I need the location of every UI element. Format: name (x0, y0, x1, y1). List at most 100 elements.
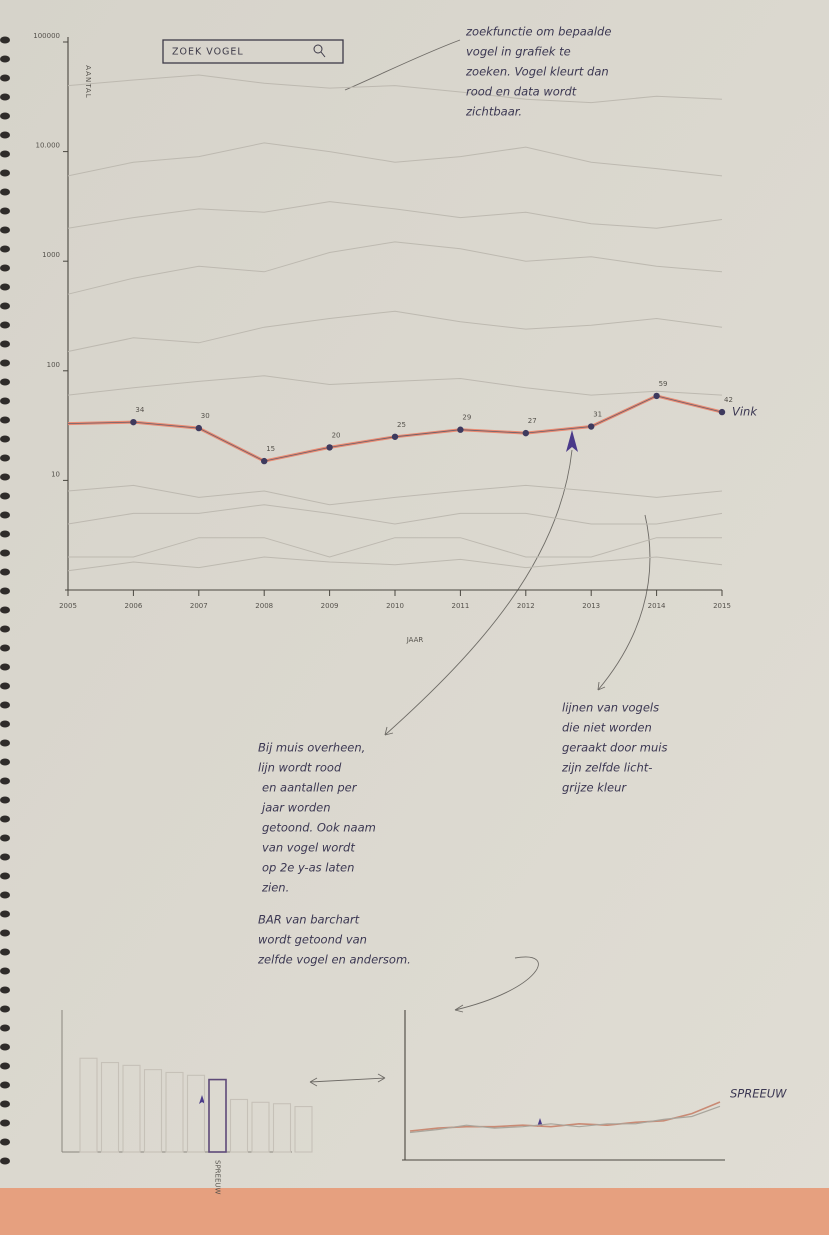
background-line (67, 74, 723, 104)
binding-hole (0, 891, 10, 899)
search-field[interactable] (162, 39, 344, 64)
x-tick-label: 2010 (386, 602, 404, 610)
x-tick-label: 2005 (59, 602, 77, 610)
binding-hole (0, 796, 10, 804)
bar (143, 1069, 163, 1153)
annotation-line: lijnen van vogels (562, 701, 659, 715)
x-axis-label: JAAR (406, 636, 424, 644)
binding-hole (0, 397, 10, 405)
binding-hole (0, 473, 10, 481)
y-tick-label: 10 (51, 470, 60, 478)
x-tick-label: 2008 (255, 602, 273, 610)
annotation-line: vogel in grafiek te (466, 45, 571, 59)
annotation-line: jaar worden (260, 801, 331, 815)
annotations: zoekfunctie om bepaalde vogel in grafiek … (257, 25, 667, 967)
annotation-line: zoeken. Vogel kleurt dan (465, 65, 609, 79)
binding-hole (0, 625, 10, 633)
binding-hole (0, 302, 10, 310)
bar (122, 1064, 141, 1153)
data-label: 25 (397, 421, 406, 429)
annotation-line: zijn zelfde licht- (561, 761, 652, 775)
annotation-line: getoond. Ook naam (262, 821, 376, 835)
search-icon[interactable] (313, 44, 323, 54)
arrow-head (597, 681, 606, 691)
data-point (522, 429, 529, 437)
data-label: 42 (724, 396, 733, 404)
bar (165, 1071, 184, 1153)
binding-hole (0, 1062, 10, 1070)
data-point (457, 426, 464, 433)
background-line (67, 142, 723, 177)
binding-hole (0, 986, 10, 994)
pointer-line (454, 956, 539, 1011)
data-point (195, 424, 202, 432)
main-chart: 10 100 1000 10.000 100000 2005 2006 2007 2008 200… (33, 32, 758, 644)
binding-hole (0, 245, 10, 253)
data-label: 27 (528, 417, 537, 425)
y-tick-label: 100000 (33, 32, 60, 40)
binding-hole (0, 188, 10, 196)
series-name: SPREEUW (730, 1087, 787, 1101)
search-box[interactable]: ZOEK VOGEL (162, 39, 344, 64)
data-point (130, 418, 137, 426)
binding-hole (0, 929, 10, 937)
binding-hole (0, 1119, 10, 1127)
search-placeholder: ZOEK VOGEL (172, 47, 244, 58)
background-line (67, 556, 723, 572)
paper-edge (0, 1188, 829, 1235)
annotation-line: grijze kleur (562, 781, 627, 795)
x-tick-label: 2012 (517, 602, 535, 610)
data-label: 34 (135, 406, 144, 414)
annotation-line: zoekfunctie om bepaalde (465, 25, 611, 39)
search-icon (320, 51, 326, 58)
annotation-line: en aantallen per (262, 781, 358, 795)
y-axis-label: AANTAL (84, 65, 92, 98)
binding-hole (0, 93, 10, 101)
binding-hole (0, 644, 10, 652)
bar (186, 1074, 206, 1153)
pointer-line (597, 514, 651, 691)
arrow-head (384, 726, 394, 736)
bar (208, 1078, 227, 1153)
data-label: 30 (201, 412, 210, 420)
binding-hole (0, 55, 10, 63)
spiral-binding (0, 36, 10, 1165)
data-point (261, 457, 268, 465)
binding-hole (0, 701, 10, 709)
data-label: 31 (593, 411, 602, 419)
binding-hole (0, 416, 10, 424)
binding-hole (0, 511, 10, 519)
series-line (409, 1105, 721, 1134)
data-point (588, 423, 595, 430)
pointer-line (344, 39, 461, 91)
bar (79, 1057, 98, 1153)
background-line (68, 537, 722, 558)
binding-hole (0, 131, 10, 139)
binding-hole (0, 226, 10, 234)
binding-hole (0, 74, 10, 82)
binding-hole (0, 530, 10, 538)
binding-hole (0, 321, 10, 329)
bar (294, 1106, 313, 1153)
annotation-line: die niet worden (562, 721, 652, 735)
bar-label: SPREEUW (214, 1160, 222, 1194)
bar (251, 1101, 270, 1153)
binding-hole (0, 720, 10, 728)
annotation-line: geraakt door muis (562, 741, 667, 755)
pointer-strokes (309, 39, 651, 1087)
data-label: 59 (659, 380, 668, 388)
bar (229, 1098, 249, 1153)
data-point (391, 433, 399, 440)
binding-hole (0, 207, 10, 215)
binding-hole (0, 853, 10, 861)
background-line (67, 241, 723, 295)
binding-hole (0, 150, 10, 158)
binding-hole (0, 815, 10, 823)
binding-hole (0, 283, 10, 291)
binding-hole (0, 910, 10, 918)
mini-line-chart: SPREEUW (402, 1010, 787, 1161)
background-line (67, 201, 723, 229)
mouse-cursor (566, 430, 578, 452)
data-point (326, 444, 333, 451)
